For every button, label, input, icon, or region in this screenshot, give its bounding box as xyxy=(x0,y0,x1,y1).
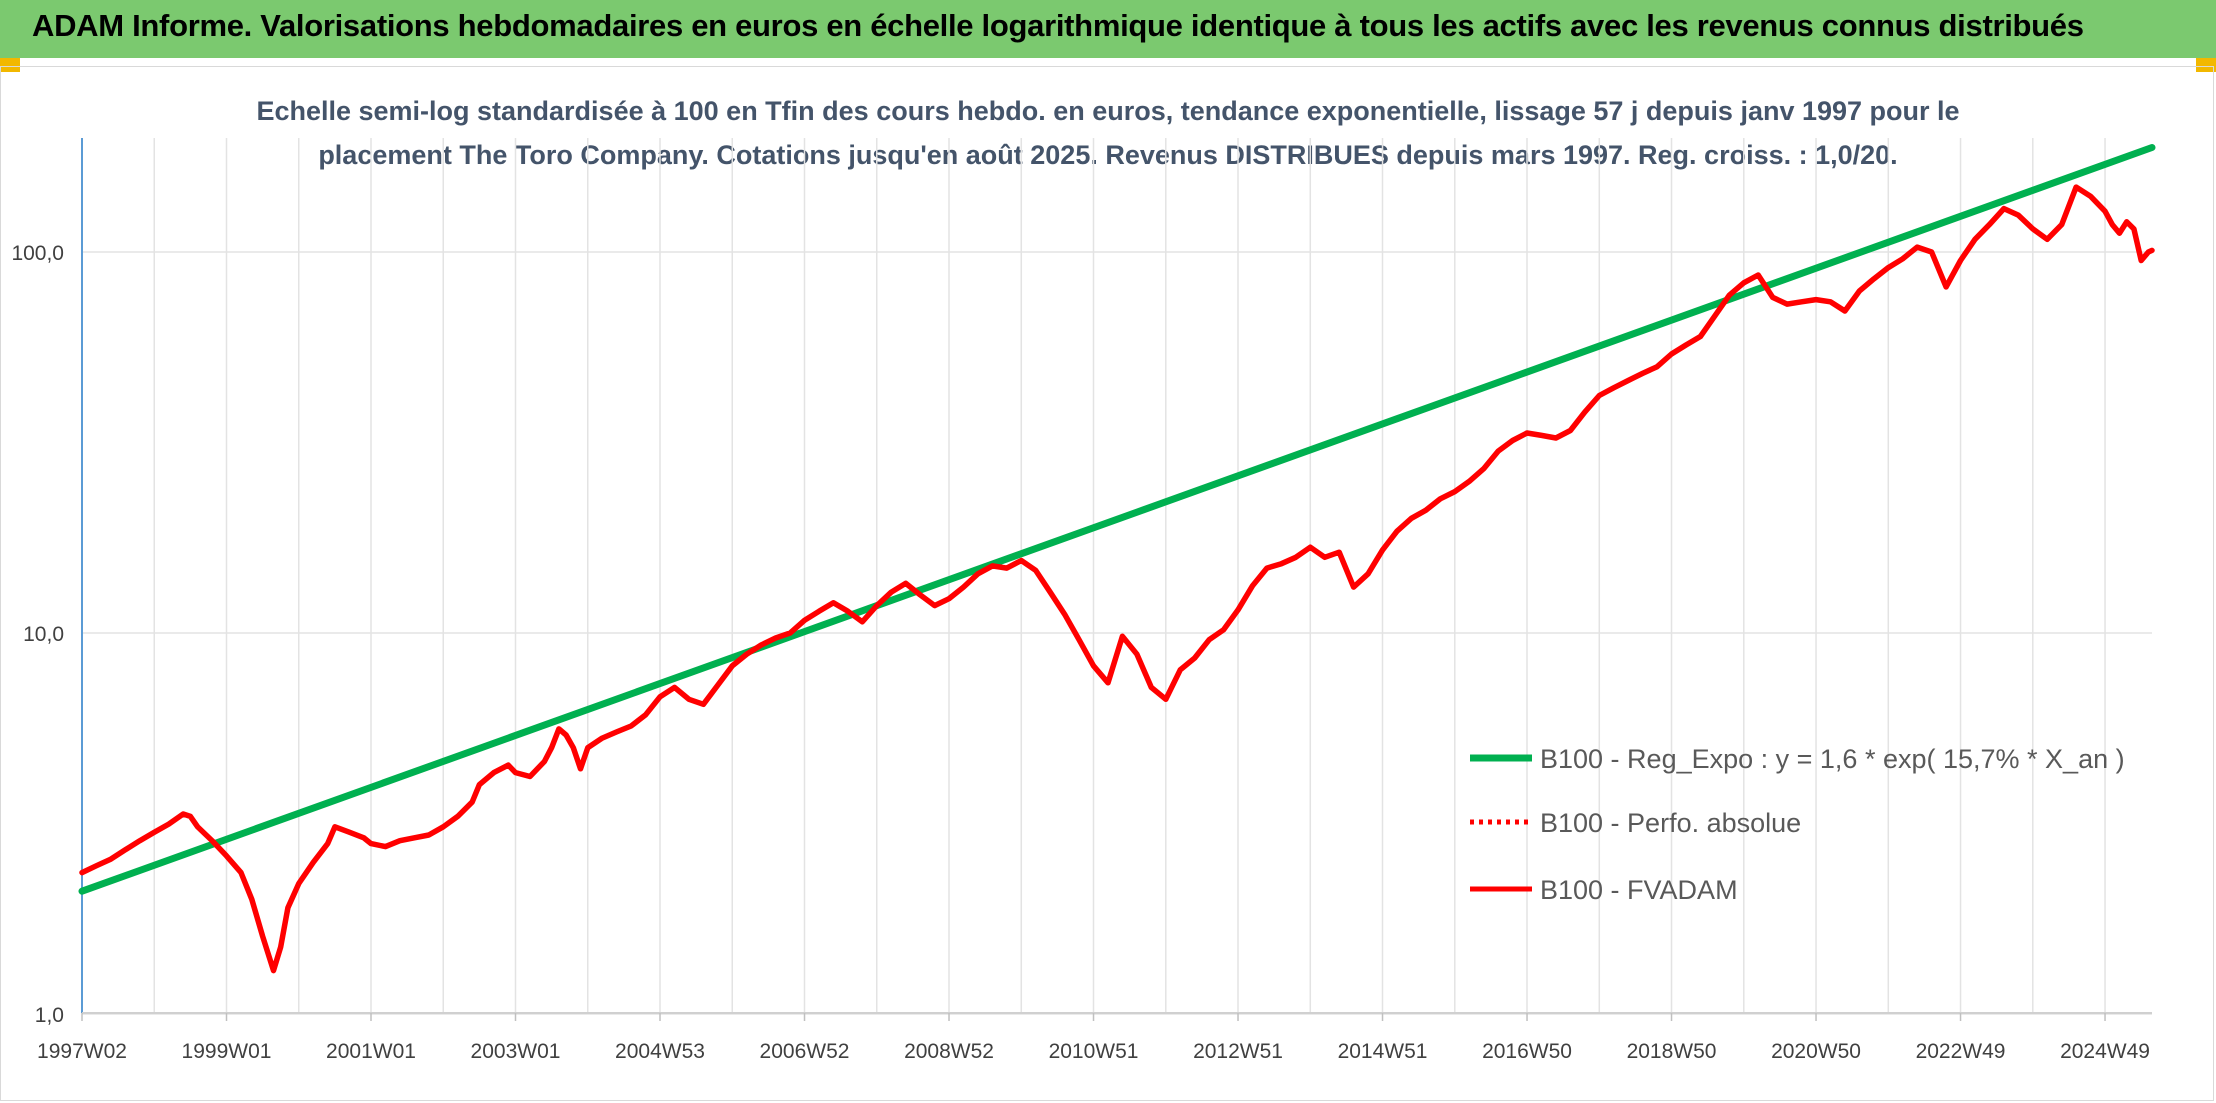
corner-marker-right xyxy=(2196,58,2216,72)
chart-subtitle-line2: placement The Toro Company. Cotations ju… xyxy=(318,140,1898,170)
page-title: ADAM Informe. Valorisations hebdomadaire… xyxy=(32,8,2084,43)
x-tick-label: 2004W53 xyxy=(615,1040,705,1063)
corner-marker-left xyxy=(0,58,20,72)
series-line-2 xyxy=(79,184,2155,974)
x-tick-label: 2020W50 xyxy=(1771,1040,1861,1063)
chart-series xyxy=(78,144,2156,974)
x-tick-label: 2018W50 xyxy=(1627,1040,1717,1063)
x-tick-label: 2016W50 xyxy=(1482,1040,1572,1063)
chart-subtitle-line1: Echelle semi-log standardisée à 100 en T… xyxy=(256,96,1960,126)
x-tick-label: 1997W02 xyxy=(37,1040,127,1063)
x-tick-label: 2001W01 xyxy=(326,1040,416,1063)
series-line-0 xyxy=(78,144,2156,895)
x-tick-label: 2008W52 xyxy=(904,1040,994,1063)
x-tick-label: 2003W01 xyxy=(471,1040,561,1063)
chart-axes: 1,0 10,0 100,0 1997W02 1999W01 2001W01 2003W01… xyxy=(11,138,2152,1063)
legend-label-1: B100 - Perfo. absolue xyxy=(1540,808,1801,838)
chart-legend: B100 - Reg_Expo : y = 1,6 * exp( 15,7% *… xyxy=(1470,744,2125,905)
title-banner: ADAM Informe. Valorisations hebdomadaire… xyxy=(0,0,2216,58)
x-tick-label: 2024W49 xyxy=(2060,1040,2150,1063)
x-tick-label: 2010W51 xyxy=(1049,1040,1139,1063)
x-tick-label: 1999W01 xyxy=(182,1040,272,1063)
y-tick-label: 100,0 xyxy=(11,242,64,265)
legend-label-2: B100 - FVADAM xyxy=(1540,875,1738,905)
x-tick-label: 2006W52 xyxy=(760,1040,850,1063)
x-tick-label: 2022W49 xyxy=(1916,1040,2006,1063)
chart-frame xyxy=(0,66,2214,1101)
y-tick-label: 10,0 xyxy=(23,623,64,646)
chart-grid xyxy=(82,138,2152,1015)
y-tick-label: 1,0 xyxy=(35,1004,64,1027)
x-tick-label: 2012W51 xyxy=(1193,1040,1283,1063)
legend-label-0: B100 - Reg_Expo : y = 1,6 * exp( 15,7% *… xyxy=(1540,744,2125,774)
x-tick-label: 2014W51 xyxy=(1338,1040,1428,1063)
